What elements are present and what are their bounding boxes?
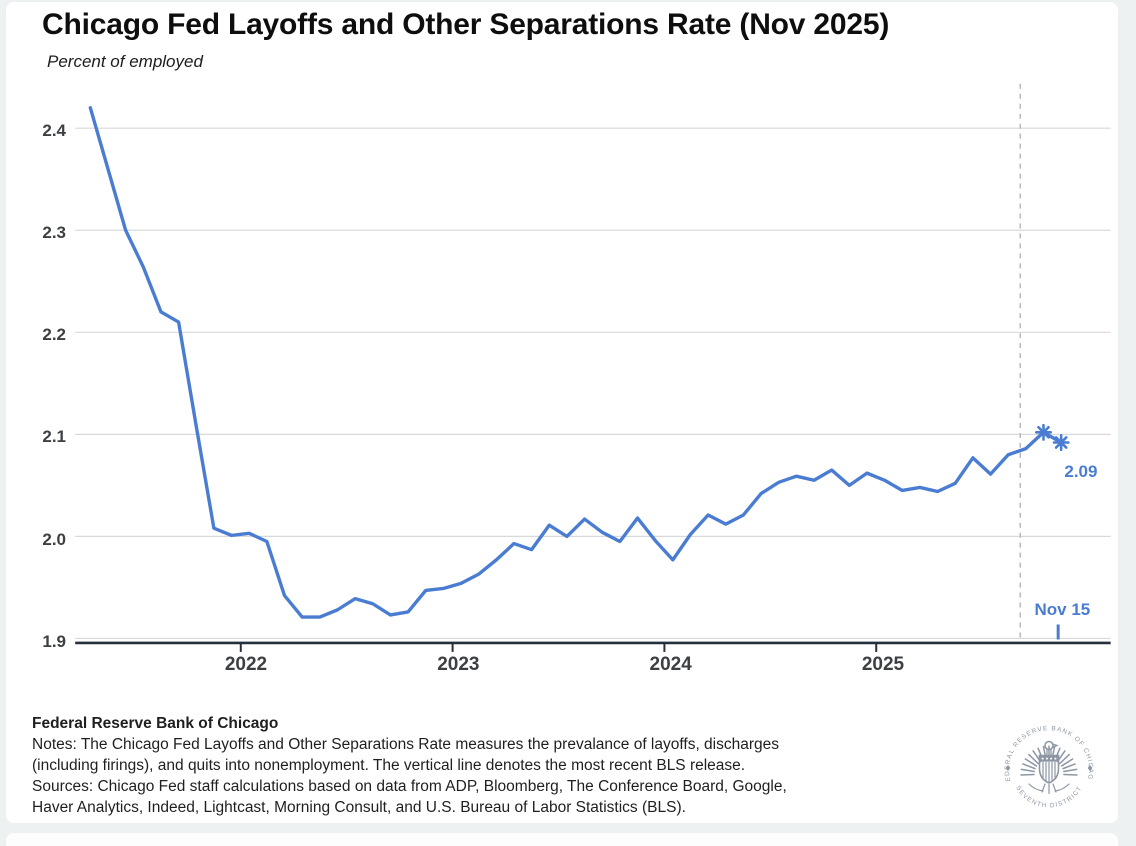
x-axis-label: 2025 [861, 654, 905, 675]
eagle-wing-ray [1059, 753, 1070, 765]
y-axis-label: 2.1 [42, 427, 66, 447]
footer-notes-line-2: (including firings), and quits into none… [32, 756, 746, 774]
eagle-icon [1020, 740, 1078, 795]
eagle-wing-ray [1060, 758, 1074, 767]
footer-notes-line-1: Notes: The Chicago Fed Layoffs and Other… [32, 735, 780, 753]
chart-plot [75, 83, 1111, 652]
annotation-last-value: 2.09 [1064, 461, 1098, 481]
next-card-top-edge [6, 833, 1118, 846]
footer-sources-line-2: Haver Analytics, Indeed, Lightcast, Morn… [32, 798, 686, 816]
footer-org-name: Federal Reserve Bank of Chicago [32, 715, 279, 732]
star-marker [1037, 425, 1050, 439]
eagle-wing-ray [1022, 763, 1036, 770]
chart-title: Chicago Fed Layoffs and Other Separation… [42, 8, 890, 41]
annotation-release-date: Nov 15 [1034, 600, 1091, 619]
eagle-wing-ray [1063, 768, 1078, 773]
chicago-fed-seal-icon: FEDERAL RESERVE BANK OF CHICAGO SEVENTH … [996, 709, 1093, 809]
y-axis-label: 2.0 [42, 529, 66, 549]
x-axis-label: 2023 [437, 654, 480, 675]
eagle-wing-ray [1062, 763, 1076, 770]
series-line [88, 106, 1063, 619]
chicago-fed-seal: FEDERAL RESERVE BANK OF CHICAGO SEVENTH … [996, 709, 1099, 816]
footer: Federal Reserve Bank of Chicago Notes: T… [32, 714, 972, 819]
y-axis-label: 2.2 [42, 325, 66, 345]
eagle-wing-ray [1028, 753, 1039, 765]
seal-left-diamond [1005, 765, 1011, 771]
footer-sources-line-1: Sources: Chicago Fed staff calculations … [32, 777, 787, 795]
y-axis-label: 1.9 [42, 632, 66, 651]
y-axis-label: 2.4 [42, 120, 66, 140]
eagle-wing-ray [1020, 768, 1035, 773]
star-marker [1054, 436, 1068, 449]
chart-card: Chicago Fed Layoffs and Other Separation… [6, 2, 1118, 823]
chart-subtitle: Percent of employed [47, 52, 203, 71]
y-axis-label: 2.3 [42, 222, 66, 242]
x-axis-label: 2022 [224, 654, 268, 675]
x-axis-label: 2024 [649, 654, 692, 675]
eagle-wing-ray [1024, 758, 1038, 767]
seal-right-diamond [1087, 765, 1093, 771]
